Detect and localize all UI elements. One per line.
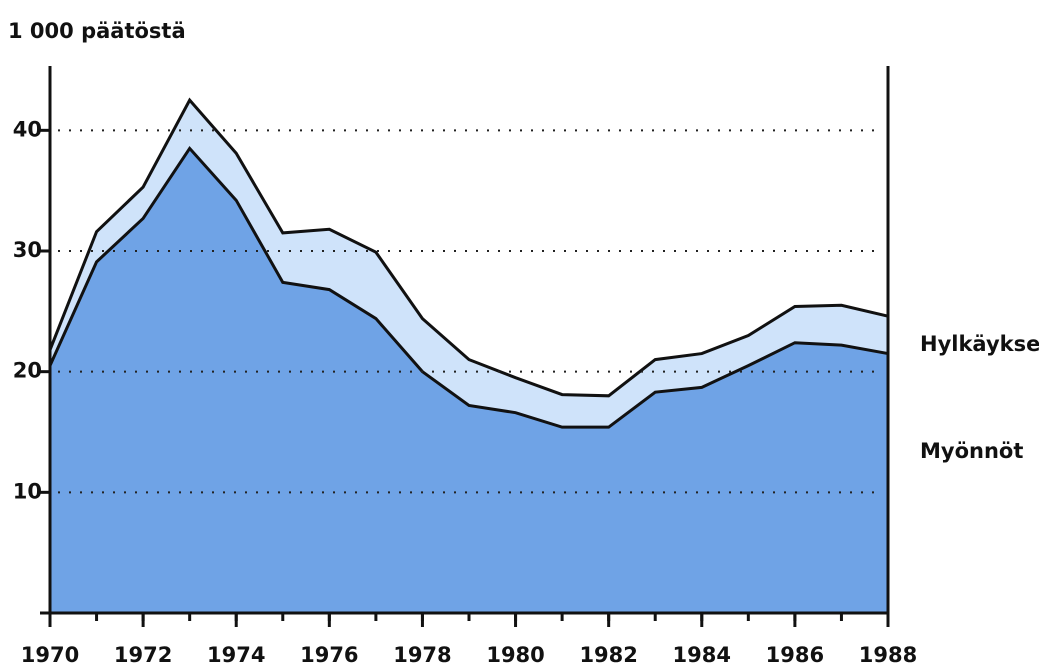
- x-tick-label: 1970: [21, 643, 79, 667]
- legend-label: Myönnöt: [920, 439, 1023, 463]
- area-outline: [48, 145, 889, 429]
- x-tick-label: 1986: [766, 643, 824, 667]
- x-tick-label: 1974: [207, 643, 265, 667]
- x-tick-label: 1984: [673, 643, 731, 667]
- area: [50, 148, 888, 613]
- y-tick-label: 20: [13, 359, 42, 383]
- y-axis-title: 1 000 päätöstä: [8, 19, 186, 43]
- x-tick-label: 1978: [393, 643, 451, 667]
- legend-label: Hylkäykset: [920, 332, 1039, 356]
- y-tick-label: 30: [13, 238, 42, 262]
- area-outline: [48, 97, 889, 398]
- x-tick-label: 1972: [114, 643, 172, 667]
- y-tick-label: 10: [13, 479, 42, 503]
- x-tick-label: 1982: [579, 643, 637, 667]
- y-tick-label: 40: [13, 117, 42, 141]
- x-tick-label: 1976: [300, 643, 358, 667]
- x-tick-label: 1988: [859, 643, 917, 667]
- x-tick-label: 1980: [486, 643, 544, 667]
